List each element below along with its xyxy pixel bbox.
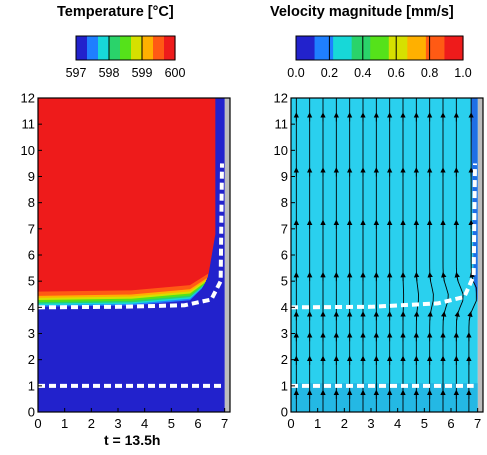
temperature-wall bbox=[224, 98, 230, 412]
temperature-y-tick-label: 2 bbox=[28, 352, 35, 367]
velocity-title: Velocity magnitude [mm/s] bbox=[270, 4, 454, 20]
velocity-arrow bbox=[427, 271, 433, 282]
temperature-x-tick-label: 6 bbox=[194, 416, 201, 431]
temperature-colorbar-tick-label: 599 bbox=[132, 66, 153, 80]
velocity-y-tick-label: 11 bbox=[275, 117, 289, 132]
temperature-colorbar-tick-label: 597 bbox=[66, 66, 87, 80]
velocity-x-tick-label: 7 bbox=[474, 416, 481, 431]
temperature-colorbar-segment bbox=[164, 36, 176, 60]
temperature-y-tick-label: 1 bbox=[28, 378, 35, 393]
temperature-title: Temperature [°C] bbox=[57, 4, 174, 20]
velocity-colorbar-segment bbox=[333, 36, 353, 60]
temperature-y-tick-label: 6 bbox=[28, 248, 35, 263]
temperature-colorbar-segment bbox=[87, 36, 99, 60]
velocity-x-tick-label: 0 bbox=[287, 416, 294, 431]
velocity-x-tick-label: 4 bbox=[394, 416, 401, 431]
temperature-hot-region bbox=[38, 98, 216, 292]
velocity-y-tick-label: 12 bbox=[274, 91, 288, 106]
velocity-field bbox=[291, 98, 478, 412]
velocity-y-tick-label: 7 bbox=[281, 221, 288, 236]
temperature-x-tick-label: 3 bbox=[114, 416, 121, 431]
velocity-arrow bbox=[454, 311, 460, 321]
temperature-colorbar-segment bbox=[76, 36, 88, 60]
temperature-colorbar-segment bbox=[131, 36, 143, 60]
velocity-interface-line bbox=[290, 163, 477, 310]
velocity-colorbar-segment bbox=[314, 36, 334, 60]
temperature-y-tick-label: 8 bbox=[28, 195, 35, 210]
temperature-x-tick-label: 0 bbox=[34, 416, 41, 431]
velocity-arrow bbox=[454, 271, 460, 282]
velocity-x-tick-label: 6 bbox=[447, 416, 454, 431]
velocity-colorbar-segment bbox=[370, 36, 390, 60]
time-label: t = 13.5h bbox=[104, 432, 161, 448]
temperature-y-tick-label: 4 bbox=[28, 300, 35, 315]
velocity-colorbar-tick-label: 0.6 bbox=[388, 66, 405, 80]
temperature-x-tick-label: 4 bbox=[141, 416, 148, 431]
velocity-colorbar-segment bbox=[351, 36, 371, 60]
velocity-colorbar-segment bbox=[388, 36, 408, 60]
velocity-colorbar-segment bbox=[296, 36, 316, 60]
velocity-x-tick-label: 3 bbox=[367, 416, 374, 431]
temperature-colorbar-segment bbox=[109, 36, 121, 60]
velocity-y-tick-label: 0 bbox=[281, 405, 288, 420]
temperature-y-tick-label: 9 bbox=[28, 169, 35, 184]
temperature-y-tick-label: 10 bbox=[21, 143, 35, 158]
velocity-y-tick-label: 3 bbox=[281, 326, 288, 341]
velocity-colorbar-segment bbox=[407, 36, 427, 60]
velocity-low-zone bbox=[291, 383, 478, 412]
velocity-wall-jet bbox=[471, 98, 478, 303]
temperature-y-tick-label: 7 bbox=[28, 221, 35, 236]
velocity-arrow bbox=[441, 271, 447, 282]
temperature-colorbar-tick-label: 600 bbox=[165, 66, 186, 80]
velocity-y-tick-label: 10 bbox=[274, 143, 288, 158]
temperature-colorbar-segment bbox=[98, 36, 110, 60]
velocity-arrow bbox=[467, 311, 473, 321]
temperature-x-tick-label: 2 bbox=[88, 416, 95, 431]
velocity-y-tick-label: 9 bbox=[281, 169, 288, 184]
velocity-arrow bbox=[427, 311, 433, 321]
temperature-y-tick-label: 12 bbox=[21, 91, 35, 106]
velocity-y-tick-label: 6 bbox=[281, 248, 288, 263]
temperature-y-tick-label: 11 bbox=[22, 117, 36, 132]
temperature-x-tick-label: 7 bbox=[221, 416, 228, 431]
temperature-y-tick-label: 0 bbox=[28, 405, 35, 420]
velocity-y-tick-label: 8 bbox=[281, 195, 288, 210]
velocity-x-tick-label: 2 bbox=[341, 416, 348, 431]
velocity-y-tick-label: 5 bbox=[281, 274, 288, 289]
temperature-x-tick-label: 5 bbox=[168, 416, 175, 431]
velocity-x-tick-label: 1 bbox=[314, 416, 321, 431]
temperature-x-tick-label: 1 bbox=[61, 416, 68, 431]
temperature-interface-line bbox=[37, 163, 224, 310]
velocity-x-tick-label: 5 bbox=[421, 416, 428, 431]
velocity-colorbar-tick-label: 0.8 bbox=[421, 66, 438, 80]
temperature-colorbar-tick-label: 598 bbox=[99, 66, 120, 80]
temperature-y-tick-label: 3 bbox=[28, 326, 35, 341]
velocity-colorbar-segment bbox=[444, 36, 464, 60]
temperature-colorbar-segment bbox=[120, 36, 132, 60]
velocity-colorbar-segment bbox=[425, 36, 446, 60]
velocity-colorbar-tick-label: 0.0 bbox=[287, 66, 304, 80]
temperature-colorbar-segment bbox=[153, 36, 165, 60]
temperature-y-tick-label: 5 bbox=[28, 274, 35, 289]
velocity-colorbar-tick-label: 0.4 bbox=[354, 66, 371, 80]
velocity-y-tick-label: 2 bbox=[281, 352, 288, 367]
velocity-colorbar-tick-label: 0.2 bbox=[321, 66, 338, 80]
velocity-y-tick-label: 1 bbox=[281, 378, 288, 393]
velocity-y-tick-label: 4 bbox=[281, 300, 288, 315]
temperature-colorbar-segment bbox=[142, 36, 154, 60]
velocity-arrow bbox=[440, 311, 447, 321]
velocity-wall bbox=[477, 98, 483, 412]
velocity-colorbar-tick-label: 1.0 bbox=[454, 66, 471, 80]
